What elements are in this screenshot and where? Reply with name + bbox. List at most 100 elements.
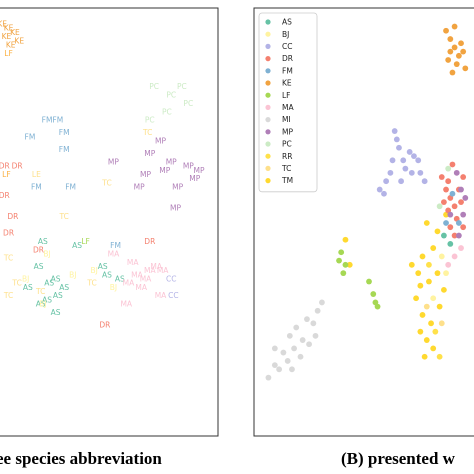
panel-a-point-tc-3: TC <box>11 279 21 288</box>
panel-b-point-lf-3 <box>336 257 342 264</box>
panel-a-point-fm-1: FM <box>52 116 63 125</box>
panel-b-point-mi-1 <box>271 362 278 369</box>
panel-b-point-mi-15 <box>312 332 319 339</box>
panel-b-point-dr-12 <box>445 178 452 185</box>
panel-a-point-lf-1: LF <box>2 170 11 179</box>
panel-b-point-mp-0 <box>453 169 460 176</box>
panel-b-point-pc-1 <box>445 165 452 172</box>
panel-a-point-bj-4: BJ <box>39 300 46 309</box>
panel-a-point-cc-1: CC <box>168 291 178 300</box>
panel-b-point-bj-2 <box>443 270 449 277</box>
panel-a-point-mp-5: MP <box>172 183 183 192</box>
legend-marker-ma <box>265 104 271 110</box>
panel-b-point-cc-10 <box>393 136 400 143</box>
panel-a-point-tc-4: TC <box>3 291 13 300</box>
panel-b-point-dr-10 <box>458 199 464 206</box>
panel-b-point-bj-0 <box>438 253 445 260</box>
panel-b-point-dr-9 <box>441 199 447 206</box>
panel-b-point-as-0 <box>441 232 447 239</box>
legend-label-bj: BJ <box>282 30 289 39</box>
panel-a-point-as-12: AS <box>53 291 63 300</box>
panel-b-point-ke-3 <box>455 52 462 59</box>
panel-b-point-dr-2 <box>451 203 458 210</box>
panel-b-point-lf-4 <box>366 278 372 285</box>
panel-a-point-tc-6: TC <box>86 279 96 288</box>
panel-b-point-mi-17 <box>271 345 278 352</box>
panel-b-point-mp-5 <box>462 195 469 201</box>
panel-b-point-cc-13 <box>421 178 428 185</box>
legend-label-mi: MI <box>282 115 291 124</box>
legend-marker-tm <box>265 178 271 184</box>
panel-b-point-tm-20 <box>417 282 424 289</box>
panel-b-point-mi-8 <box>314 307 321 314</box>
panel-b-point-mp-4 <box>455 232 462 239</box>
legend-marker-as <box>265 19 271 25</box>
panel-b-point-tm-13 <box>430 345 437 352</box>
panel-a-point-ma-7: MA <box>120 300 132 309</box>
panel-a-point-bj-2: BJ <box>90 266 97 275</box>
legend-label-as: AS <box>282 18 292 27</box>
panel-b-point-tm-10 <box>419 312 426 318</box>
panel-b-point-cc-5 <box>381 190 387 197</box>
panel-b-point-fm-2 <box>443 220 449 226</box>
panel-a: KEKEKEKEKEKELFLFPCPCPCPCPCPCFMFMFMFMFMFM… <box>0 7 219 437</box>
panel-b-point-mi-2 <box>280 349 287 356</box>
panel-b-point-pc-0 <box>436 203 443 210</box>
panel-a-point-fm-7: FM <box>110 241 121 250</box>
panel-b-point-cc-16 <box>398 178 404 185</box>
panel-a-point-as-7: AS <box>59 283 69 292</box>
legend-label-dr: DR <box>282 54 293 63</box>
panel-a-frame <box>0 7 219 437</box>
panel-a-point-mp-7: MP <box>159 166 170 175</box>
panel-a-point-tc-7: TC <box>142 128 152 137</box>
panel-a-point-as-0: AS <box>38 237 48 246</box>
panel-a-point-dr-0: DR <box>0 162 10 171</box>
legend-marker-bj <box>265 31 271 37</box>
panel-a-point-tc-1: TC <box>59 212 69 221</box>
legend-label-tm: TM <box>281 176 293 185</box>
panel-a-point-as-3: AS <box>98 262 108 271</box>
panel-b-point-mp-2 <box>460 211 467 218</box>
panel-a-point-pc-1: PC <box>166 91 176 100</box>
legend-marker-dr <box>265 56 271 62</box>
panel-b-point-dr-6 <box>460 174 467 180</box>
panel-b-point-cc-8 <box>415 157 422 164</box>
panel-b-point-cc-15 <box>389 157 396 164</box>
panel-a-point-as-5: AS <box>102 270 112 279</box>
panel-a-point-ke-0: KE <box>0 20 7 29</box>
panel-b-point-tm-5 <box>430 245 437 251</box>
panel-b-point-rr-0 <box>426 261 432 268</box>
panel-b-point-ke-5 <box>453 61 460 68</box>
legend-label-ma: MA <box>282 103 294 112</box>
panel-a-point-ma-6: MA <box>155 291 167 300</box>
panel-b-point-tm-1 <box>346 261 353 268</box>
caption-right: (B) presented w <box>341 449 455 468</box>
panel-a-point-ke-3: KE <box>2 32 12 41</box>
legend-marker-lf <box>265 92 271 98</box>
legend-marker-fm <box>265 68 271 74</box>
panel-b-point-mi-14 <box>306 341 312 348</box>
panel-a-point-dr-1: DR <box>12 162 23 171</box>
legend-marker-tc <box>265 165 271 171</box>
panel-a-point-dr-5: DR <box>3 229 14 238</box>
panel-a-point-ke-4: KE <box>14 36 24 45</box>
panel-b-point-tm-19 <box>408 261 415 268</box>
panel-a-point-fm-6: FM <box>65 183 76 192</box>
panel-a-point-mp-6: MP <box>140 170 151 179</box>
panel-b-point-ke-11 <box>447 48 454 55</box>
panel-a-point-lf-0: LF <box>4 49 13 58</box>
panel-a-point-cc-0: CC <box>166 275 176 284</box>
panel-b-point-tm-14 <box>421 353 428 360</box>
panel-b-point-dr-7 <box>449 161 456 168</box>
panel-b-point-tm-12 <box>423 337 430 343</box>
panel-a-point-bj-1: BJ <box>69 270 76 279</box>
panel-b-point-tm-16 <box>436 303 443 310</box>
panel-b-point-rr-1 <box>432 328 439 335</box>
legend-marker-ke <box>265 80 271 86</box>
panel-b-point-ke-10 <box>460 48 467 55</box>
panel-b-point-ma-2 <box>445 261 452 268</box>
legend-label-ke: KE <box>282 79 292 88</box>
panel-b: AS BJ CC DR FM KE LF MA MI MP PC RR TC TM <box>253 7 474 437</box>
panel-b-point-tm-15 <box>428 320 434 327</box>
panel-b-point-cc-2 <box>400 157 407 164</box>
